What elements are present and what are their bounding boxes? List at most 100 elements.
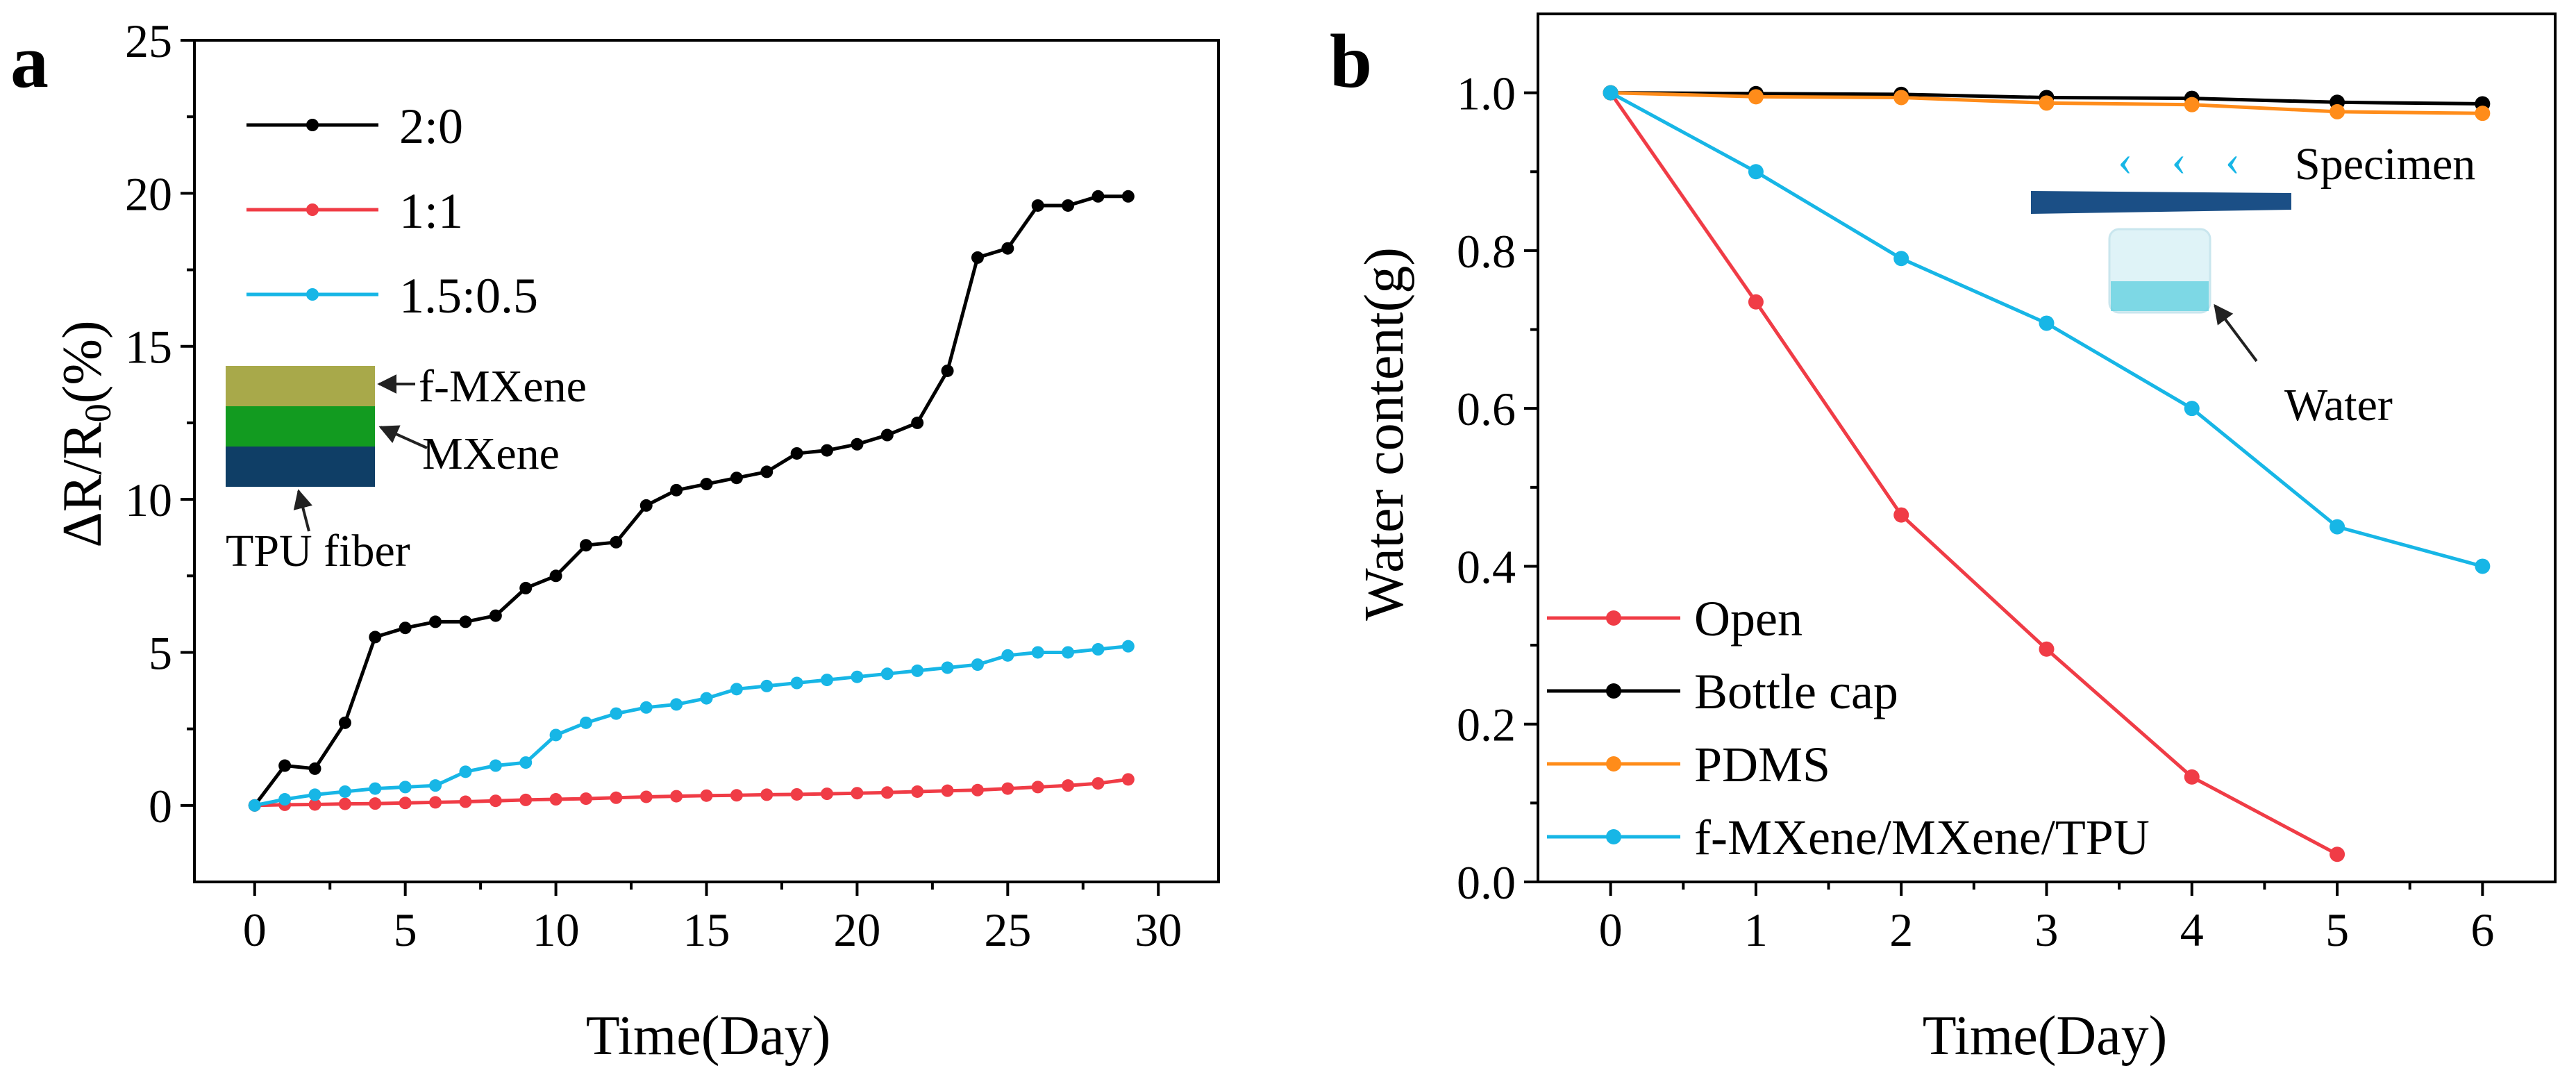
data-point [1062,199,1075,212]
data-point [549,728,562,742]
y-tick-label: 25 [125,15,172,67]
x-tick-label: 15 [683,903,730,956]
data-point [760,465,773,478]
data-point [1603,85,1619,101]
data-point [308,788,321,801]
data-point [730,789,743,802]
y-tick-labels-a: 0 5 10 15 20 25 [125,15,172,833]
data-point [459,795,472,808]
x-axis-label-a: Time(Day) [586,1006,831,1067]
data-point [2330,103,2345,119]
data-point [579,716,592,729]
data-point [1031,199,1044,212]
data-point [2039,641,2055,657]
legend-b: Open Bottle cap PDMS f-MXene/MXene/TPU [1547,591,2150,865]
data-point [459,765,472,778]
x-tick-label: 25 [984,903,1031,956]
data-point [369,631,382,644]
data-point [2330,847,2345,862]
inset-label-tpu-fiber: TPU fiber [226,526,410,576]
data-point [911,416,924,429]
x-tick-label: 10 [533,903,580,956]
data-point [760,788,773,801]
data-point [308,798,321,811]
data-point [700,478,713,491]
data-point [489,794,502,808]
data-point [429,779,442,792]
data-point [941,784,954,797]
x-tick-labels-a: 0 5 10 15 20 25 30 [243,903,1182,956]
data-point [338,716,351,729]
data-point [639,790,653,803]
legend-marker [306,288,319,301]
data-point [1092,777,1105,790]
data-point [2184,97,2200,112]
data-point [429,796,442,809]
legend-label: f-MXene/MXene/TPU [1694,810,2150,865]
data-point [670,698,683,711]
data-point [1092,190,1105,203]
data-point [459,615,472,628]
plot-area-a [181,39,1220,896]
panel-label-b: b [1330,19,1372,103]
data-point [610,535,623,549]
x-tick-label: 5 [394,903,417,956]
x-tick-label: 0 [1599,903,1623,956]
x-tick-label: 2 [1889,903,1913,956]
data-point [1062,646,1075,659]
x-tick-label: 1 [1744,903,1768,956]
data-point [278,759,292,772]
data-point [1121,640,1135,653]
data-point [971,783,984,797]
data-point [2184,401,2200,417]
y-tick-label: 0 [149,780,172,833]
legend-marker [1606,756,1621,772]
data-point [2184,769,2200,785]
data-point [730,472,743,485]
specimen-label: Specimen [2295,139,2475,190]
plot-area-b [1524,12,2557,896]
data-point [880,428,894,442]
data-point [1893,507,1909,523]
data-point [1001,649,1014,662]
series-line-1.5:0.5 [254,644,1129,808]
data-point [399,622,412,635]
data-point [519,793,533,806]
arrow-tpu-fiber [293,489,312,532]
water-label: Water [2284,380,2393,431]
x-tick-label: 20 [833,903,880,956]
data-point [1748,164,1764,180]
data-point [308,762,321,775]
y-tick-label: 20 [125,167,172,220]
data-point [1062,779,1075,792]
y-axis-label-a-main: ΔR/R [52,422,113,548]
panel-label-a: a [10,19,49,103]
legend-label: 2:0 [399,99,463,154]
legend-marker [306,203,319,216]
data-point [549,793,562,806]
data-point [338,785,351,798]
y-tick-label: 0.0 [1457,856,1516,909]
x-axis-label-b: Time(Day) [1923,1006,2168,1067]
x-tick-label: 4 [2180,903,2204,956]
data-point [1031,646,1044,659]
data-point [1001,782,1014,795]
data-point [1893,90,1909,106]
data-point [429,615,442,628]
data-point [2039,315,2055,331]
series-line-Open [1609,92,2339,856]
legend-label: 1:1 [399,183,463,239]
data-point [851,787,864,800]
data-point [1031,781,1044,794]
x-tick-labels-b: 0 1 2 3 4 5 6 [1599,903,2495,956]
data-point [519,756,533,769]
water-level [2111,281,2209,311]
data-point [880,786,894,799]
data-point [670,483,683,497]
data-point [2475,558,2491,574]
y-tick-label: 5 [149,626,172,679]
vapor-marks: ‹ ‹ ‹ [2118,135,2254,185]
data-point [851,670,864,683]
data-point [519,581,533,594]
data-point [549,569,562,583]
